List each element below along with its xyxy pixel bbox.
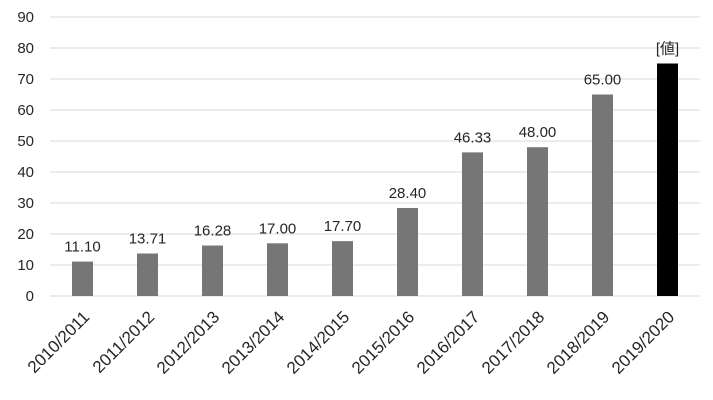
data-label: 46.33 bbox=[454, 129, 492, 146]
bar bbox=[527, 147, 548, 296]
data-label: 17.00 bbox=[259, 220, 297, 237]
y-tick-label: 20 bbox=[17, 226, 34, 243]
data-label: [値] bbox=[656, 41, 679, 58]
y-tick-label: 60 bbox=[17, 102, 34, 119]
y-tick-label: 10 bbox=[17, 257, 34, 274]
x-tick-label: 2013/2014 bbox=[218, 307, 288, 377]
bar bbox=[397, 207, 418, 296]
x-tick-label: 2011/2012 bbox=[89, 307, 158, 376]
bar bbox=[137, 253, 158, 296]
x-tick-label: 2017/2018 bbox=[478, 307, 548, 377]
data-label: 17.70 bbox=[324, 218, 362, 235]
x-tick-label: 2019/2020 bbox=[608, 307, 678, 377]
y-tick-label: 90 bbox=[17, 9, 34, 26]
x-tick-label: 2018/2019 bbox=[543, 307, 613, 377]
y-tick-label: 30 bbox=[17, 195, 34, 212]
x-tick-label: 2010/2011 bbox=[24, 307, 93, 376]
y-tick-label: 50 bbox=[17, 133, 34, 150]
x-tick-label: 2015/2016 bbox=[348, 307, 418, 377]
y-tick-label: 80 bbox=[17, 40, 34, 57]
data-label: 28.40 bbox=[389, 185, 427, 202]
data-label: 11.10 bbox=[64, 239, 100, 256]
bar bbox=[592, 94, 613, 296]
bar bbox=[462, 152, 483, 296]
bar bbox=[72, 261, 93, 296]
x-tick-label: 2012/2013 bbox=[153, 307, 223, 377]
x-tick-label: 2014/2015 bbox=[283, 307, 353, 377]
x-tick-label: 2016/2017 bbox=[413, 307, 483, 377]
y-tick-label: 0 bbox=[26, 288, 34, 305]
y-tick-label: 40 bbox=[17, 164, 34, 181]
bar bbox=[332, 241, 353, 296]
data-label: 48.00 bbox=[519, 124, 557, 141]
y-tick-label: 70 bbox=[17, 71, 34, 88]
data-label: 65.00 bbox=[584, 72, 622, 89]
bar bbox=[657, 63, 678, 296]
bar bbox=[202, 245, 223, 296]
data-label: 16.28 bbox=[194, 223, 232, 240]
bar bbox=[267, 243, 288, 296]
data-label: 13.71 bbox=[129, 230, 167, 247]
